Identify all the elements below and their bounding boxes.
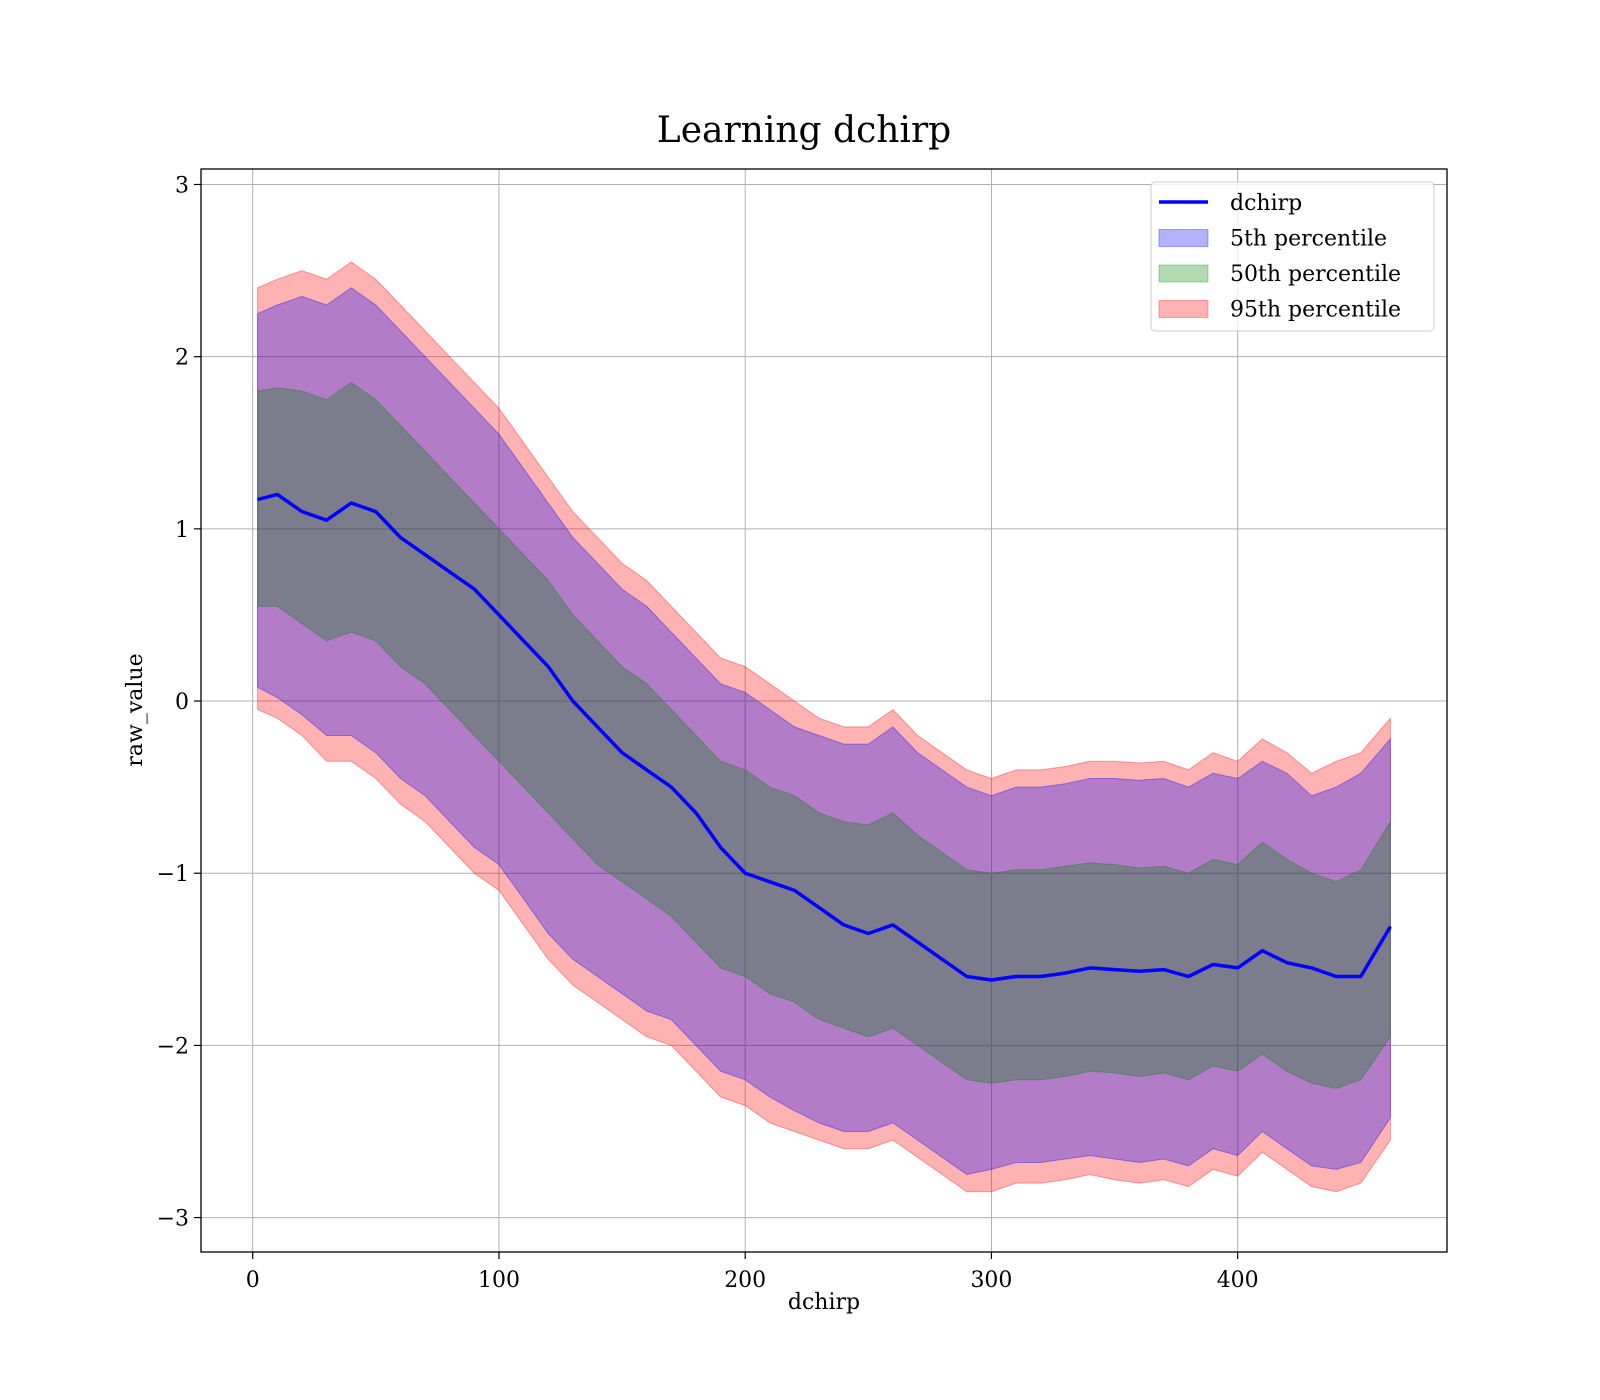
y-tick-label: 0	[175, 690, 189, 715]
y-tick-label: −3	[157, 1207, 189, 1232]
legend-label-50th-percentile: 50th percentile	[1230, 262, 1401, 287]
percentile-bands	[257, 261, 1391, 1193]
tick-labels: 0 100 200 300 400 −3 −2 −1 0 1 2 3	[157, 173, 1259, 1293]
legend-swatch-50th-percentile	[1158, 264, 1209, 283]
tick-marks	[194, 183, 1239, 1259]
legend-label-5th-percentile: 5th percentile	[1230, 227, 1387, 252]
y-tick-label: −2	[157, 1034, 189, 1059]
legend-label-95th-percentile: 95th percentile	[1230, 298, 1401, 323]
legend: dchirp 5th percentile 50th percentile 95th …	[1150, 181, 1435, 332]
plot-frame	[200, 168, 1448, 1253]
legend-swatch-95th-percentile	[1158, 300, 1209, 318]
x-tick-label: 200	[724, 1268, 766, 1293]
band-5th-percentile	[257, 287, 1391, 1176]
y-axis-label: raw_value	[123, 653, 148, 766]
legend-label-dchirp: dchirp	[1230, 191, 1302, 216]
legend-swatch-5th-percentile	[1158, 229, 1209, 247]
chart-title: Learning dchirp	[657, 110, 951, 151]
y-tick-label: 1	[175, 518, 189, 543]
band-50th-percentile	[257, 381, 1391, 1089]
x-tick-label: 100	[478, 1268, 520, 1293]
x-tick-label: 300	[970, 1268, 1012, 1293]
line-dchirp	[257, 492, 1392, 982]
grid	[201, 169, 1447, 1252]
y-tick-label: 3	[175, 173, 189, 198]
x-axis-label: dchirp	[788, 1290, 860, 1315]
legend-box	[1150, 181, 1435, 332]
x-tick-label: 0	[246, 1268, 260, 1293]
data-lines	[257, 492, 1392, 982]
band-95th-percentile	[257, 261, 1391, 1193]
y-tick-label: −1	[157, 862, 189, 887]
y-tick-label: 2	[175, 346, 189, 371]
x-tick-label: 400	[1217, 1268, 1259, 1293]
